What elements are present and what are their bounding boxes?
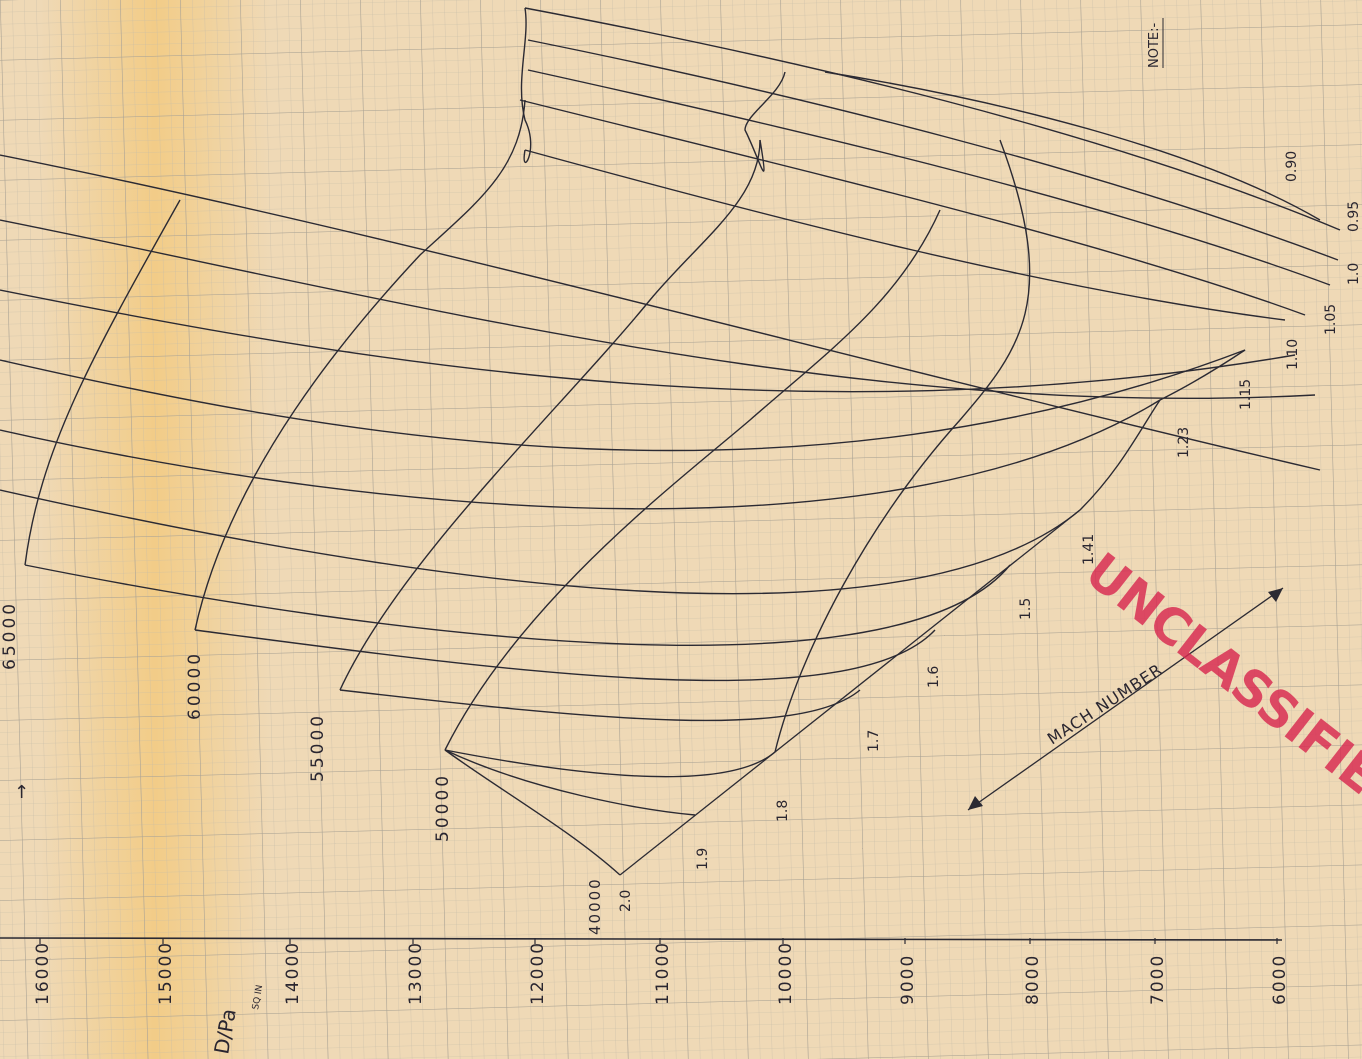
altitude-curve-65000	[0, 154, 1321, 471]
x-tick-label: 13000	[406, 941, 426, 1005]
x-tick-label: 7000	[1148, 954, 1168, 1005]
altitude-curve-40000	[0, 399, 1161, 510]
altitude-label-55000: 55000	[308, 713, 328, 782]
mach-curve-3	[339, 139, 761, 691]
altitude-label-40000: 40000	[586, 877, 604, 935]
top-curve-4	[519, 99, 1306, 316]
altitude-label-60000: 60000	[185, 651, 205, 720]
tick-mark-left: ↑	[14, 782, 29, 803]
mach-number-arrow	[967, 587, 1284, 811]
top-curve-2	[527, 39, 1339, 261]
altitude-curve-50000	[0, 349, 1246, 452]
altitude-curve-base-3	[444, 749, 776, 778]
altitude-curve-base-5	[444, 749, 621, 876]
mach-label-1-23: 1.23	[1176, 427, 1192, 458]
mach-label-2-0: 2.0	[618, 890, 634, 912]
mach-label-1-41: 1.41	[1081, 534, 1097, 565]
altitude-curve-extra-1	[0, 489, 1081, 595]
x-tick-label: 9000	[898, 954, 918, 1005]
mach-label-1-0: 1.0	[1346, 263, 1362, 285]
x-axis-unit: SQ IN	[251, 984, 265, 1010]
mach-label-0-90: 0.90	[1284, 151, 1300, 182]
mach-arrow-head-left	[968, 796, 983, 810]
mach-curve-5	[774, 139, 1031, 753]
mach-curve-1	[24, 199, 181, 566]
mach-labels: 2.0 1.9 1.8 1.7 1.6 1.5 1.41 1.23 1.15 1…	[618, 151, 1362, 912]
x-tick-label: 16000	[33, 941, 53, 1005]
mach-label-1-05: 1.05	[1323, 304, 1339, 335]
top-curve-5	[524, 149, 1286, 321]
altitude-curve-base-1	[194, 629, 936, 682]
altitude-curve-base-2	[339, 689, 861, 722]
mach-label-1-10: 1.10	[1285, 339, 1301, 370]
x-tick-label: 8000	[1023, 954, 1043, 1005]
x-axis-ticks: 16000 15000 14000 13000 12000 11000 10000 9000 8…	[33, 938, 1290, 1005]
altitude-label-50000: 50000	[433, 773, 453, 842]
x-axis-line	[0, 937, 1283, 941]
altitude-labels: 65000 60000 55000 50000 40000	[0, 601, 604, 935]
mach-label-1-9: 1.9	[695, 848, 711, 870]
mach-label-1-7: 1.7	[866, 730, 882, 752]
x-tick-label: 10000	[776, 941, 796, 1005]
altitude-curves	[0, 7, 1341, 876]
x-tick-label: 6000	[1270, 954, 1290, 1005]
mach-curve-7	[744, 71, 786, 172]
note-label: NOTE:-	[1147, 23, 1162, 68]
mach-curve-2	[194, 99, 526, 631]
mach-label-1-6: 1.6	[926, 666, 942, 688]
x-tick-label: 15000	[156, 941, 176, 1005]
mach-curves	[24, 7, 1246, 753]
x-tick-label: 12000	[528, 941, 548, 1005]
top-curve-1	[524, 7, 1341, 231]
mach-label-1-15: 1.15	[1238, 379, 1254, 410]
x-tick-label: 11000	[653, 941, 673, 1005]
top-curve-3	[527, 69, 1331, 286]
altitude-curve-extra-2	[24, 564, 1011, 646]
top-curve-6	[824, 71, 1321, 221]
altitude-label-65000: 65000	[0, 601, 20, 670]
mach-envelope	[619, 509, 1284, 876]
mach-arrow-head-right	[1268, 588, 1283, 602]
x-tick-label: 14000	[283, 941, 303, 1005]
altitude-curve-base-4	[444, 749, 696, 816]
mach-envelope-line	[619, 509, 1081, 876]
mach-curve-4	[444, 209, 941, 751]
mach-label-1-8: 1.8	[775, 800, 791, 822]
mach-label-0-95: 0.95	[1346, 201, 1362, 232]
mach-curve-6	[520, 7, 532, 164]
mach-label-1-5: 1.5	[1018, 598, 1034, 620]
mach-curve-8	[1079, 349, 1246, 511]
altitude-curve-55000	[0, 289, 1296, 393]
altitude-curve-60000	[0, 219, 1316, 400]
